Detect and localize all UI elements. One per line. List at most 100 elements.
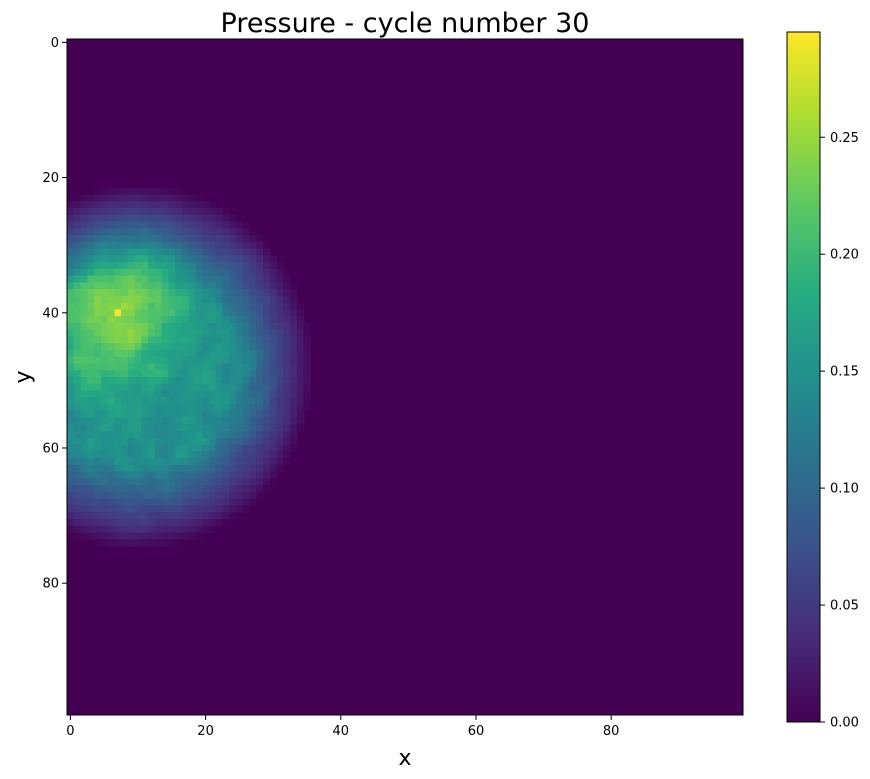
heatmap-cell	[175, 485, 183, 493]
heatmap-cell	[67, 505, 75, 513]
heatmap-cell	[208, 302, 217, 310]
heatmap-cell	[168, 431, 176, 439]
heatmap-cell	[67, 377, 75, 385]
heatmap-cell	[188, 329, 197, 338]
heatmap-cell	[208, 437, 217, 446]
heatmap-cell	[263, 390, 271, 398]
heatmap-cell	[114, 512, 122, 520]
heatmap-cell	[188, 512, 197, 520]
heatmap-cell	[127, 437, 136, 446]
heatmap-cell	[263, 437, 271, 446]
heatmap-cell	[283, 458, 291, 466]
heatmap-cell	[249, 397, 257, 405]
colorbar	[786, 31, 821, 723]
heatmap-cell	[175, 356, 183, 365]
heatmap-cell	[249, 282, 257, 290]
heatmap-cell	[202, 458, 210, 466]
heatmap-cell	[202, 417, 210, 425]
heatmap-cell	[141, 289, 149, 297]
heatmap-cell	[208, 282, 217, 290]
heatmap-cell	[134, 525, 142, 534]
heatmap-cell	[127, 302, 136, 310]
heatmap-cell	[269, 437, 278, 446]
heatmap-cell	[202, 228, 210, 236]
heatmap-cell	[134, 451, 142, 459]
heatmap-cell	[283, 383, 291, 392]
heatmap-cell	[222, 356, 230, 365]
heatmap-cell	[80, 404, 88, 412]
heatmap-cell	[195, 417, 203, 425]
heatmap-cell	[87, 437, 95, 446]
heatmap-cell	[100, 289, 109, 297]
heatmap-cell	[222, 451, 230, 459]
heatmap-cell	[222, 295, 230, 304]
heatmap-cell	[134, 241, 142, 250]
heatmap-cell	[263, 343, 271, 351]
heatmap-cell	[296, 424, 305, 432]
heatmap-cell	[154, 268, 163, 277]
heatmap-cell	[181, 404, 190, 412]
heatmap-cell	[80, 417, 88, 425]
heatmap-cell	[188, 390, 197, 398]
heatmap-cell	[195, 397, 203, 405]
heatmap-cell	[195, 309, 203, 317]
heatmap-cell	[195, 451, 203, 459]
heatmap-cell	[188, 498, 197, 507]
heatmap-cell	[67, 491, 75, 500]
heatmap-cell	[107, 187, 115, 196]
heatmap-cell	[100, 282, 109, 290]
heatmap-cell	[242, 471, 251, 479]
heatmap-cell	[222, 322, 230, 331]
heatmap-cell	[148, 187, 156, 196]
heatmap-cell	[127, 194, 136, 202]
heatmap-cell	[208, 464, 217, 473]
heatmap-cell	[249, 343, 257, 351]
heatmap-cell	[127, 349, 136, 358]
heatmap-cell	[276, 431, 284, 439]
heatmap-cell	[141, 525, 149, 534]
heatmap-cell	[121, 377, 129, 385]
heatmap-cell	[296, 302, 305, 310]
heatmap-cell	[154, 478, 163, 486]
heatmap-cell	[208, 498, 217, 507]
heatmap-cell	[195, 532, 203, 540]
heatmap-cell	[100, 201, 109, 209]
heatmap-cell	[303, 322, 311, 331]
heatmap-cell	[73, 268, 82, 277]
heatmap-cell	[134, 214, 142, 223]
heatmap-cell	[121, 343, 129, 351]
heatmap-cell	[222, 262, 230, 270]
heatmap-cell	[215, 329, 224, 338]
heatmap-cell	[202, 370, 210, 378]
heatmap-cell	[269, 349, 278, 358]
heatmap-cell	[181, 228, 190, 236]
heatmap-cell	[161, 228, 169, 236]
heatmap-cell	[107, 255, 115, 263]
heatmap-cell	[134, 295, 142, 304]
heatmap-cell	[181, 302, 190, 310]
heatmap-cell	[154, 377, 163, 385]
heatmap-cell	[94, 262, 102, 270]
heatmap-cell	[229, 228, 237, 236]
heatmap-cell	[283, 349, 291, 358]
heatmap-cell	[107, 343, 115, 351]
heatmap-cell	[127, 275, 136, 283]
heatmap-cell	[283, 268, 291, 277]
heatmap-cell	[121, 397, 129, 405]
heatmap-cell	[134, 532, 142, 540]
heatmap-cell	[256, 262, 264, 270]
heatmap-cell	[134, 343, 142, 351]
heatmap-cell	[195, 458, 203, 466]
heatmap-cell	[276, 302, 284, 310]
heatmap-cell	[215, 302, 224, 310]
heatmap-cell	[215, 444, 224, 452]
heatmap-cell	[222, 329, 230, 338]
heatmap-cell	[87, 512, 95, 520]
heatmap-cell	[202, 302, 210, 310]
heatmap-cell	[121, 336, 129, 344]
heatmap-cell	[134, 444, 142, 452]
heatmap-cell	[202, 410, 210, 419]
heatmap-cell	[229, 485, 237, 493]
heatmap-cell	[134, 505, 142, 513]
heatmap-cell	[242, 228, 251, 236]
